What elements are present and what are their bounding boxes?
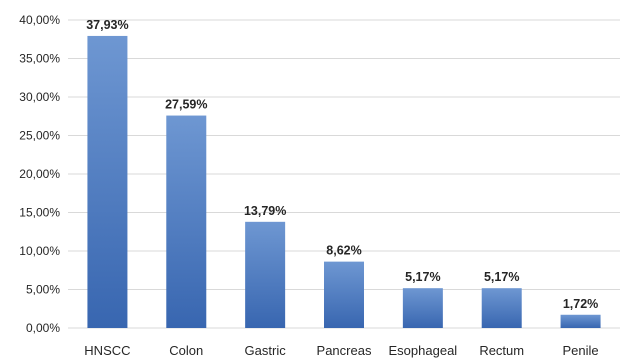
- gridlines: [68, 19, 620, 329]
- y-tick-label: 15,00%: [19, 206, 60, 220]
- data-label: 8,62%: [326, 244, 361, 258]
- bar: [481, 288, 522, 328]
- x-axis-category-labels: HNSCC Colon Gastric Pancreas Esophageal Rectu…: [84, 343, 598, 358]
- y-tick-label: 25,00%: [19, 129, 60, 143]
- y-axis-tick-labels: 0,00% 5,00% 10,00% 15,00% 20,00% 25,00% 30,00%…: [19, 13, 60, 335]
- category-label: Pancreas: [317, 343, 372, 358]
- y-tick-label: 5,00%: [26, 283, 60, 297]
- category-label: Gastric: [245, 343, 287, 358]
- bar: [324, 261, 364, 328]
- bar: [560, 314, 601, 328]
- y-tick-label: 0,00%: [26, 321, 60, 335]
- bar: [166, 115, 207, 328]
- data-label: 37,93%: [86, 18, 128, 32]
- category-label: Rectum: [479, 343, 524, 358]
- category-label: Penile: [563, 343, 599, 358]
- category-label: Colon: [169, 343, 203, 358]
- bars: [87, 35, 601, 329]
- y-tick-label: 30,00%: [19, 90, 60, 104]
- y-tick-label: 40,00%: [19, 13, 60, 27]
- category-label: Esophageal: [389, 343, 458, 358]
- y-tick-label: 10,00%: [19, 244, 60, 258]
- data-label: 27,59%: [165, 98, 207, 112]
- data-labels: 37,93% 27,59% 13,79% 8,62% 5,17% 5,17% 1,72%: [86, 18, 598, 311]
- data-label: 5,17%: [484, 270, 519, 284]
- y-tick-label: 20,00%: [19, 167, 60, 181]
- y-tick-label: 35,00%: [19, 52, 60, 66]
- data-label: 5,17%: [405, 270, 440, 284]
- bar: [402, 288, 443, 328]
- bar: [245, 221, 286, 328]
- data-label: 1,72%: [563, 297, 598, 311]
- category-label: HNSCC: [84, 343, 130, 358]
- bar: [87, 35, 128, 329]
- data-label: 13,79%: [244, 204, 286, 218]
